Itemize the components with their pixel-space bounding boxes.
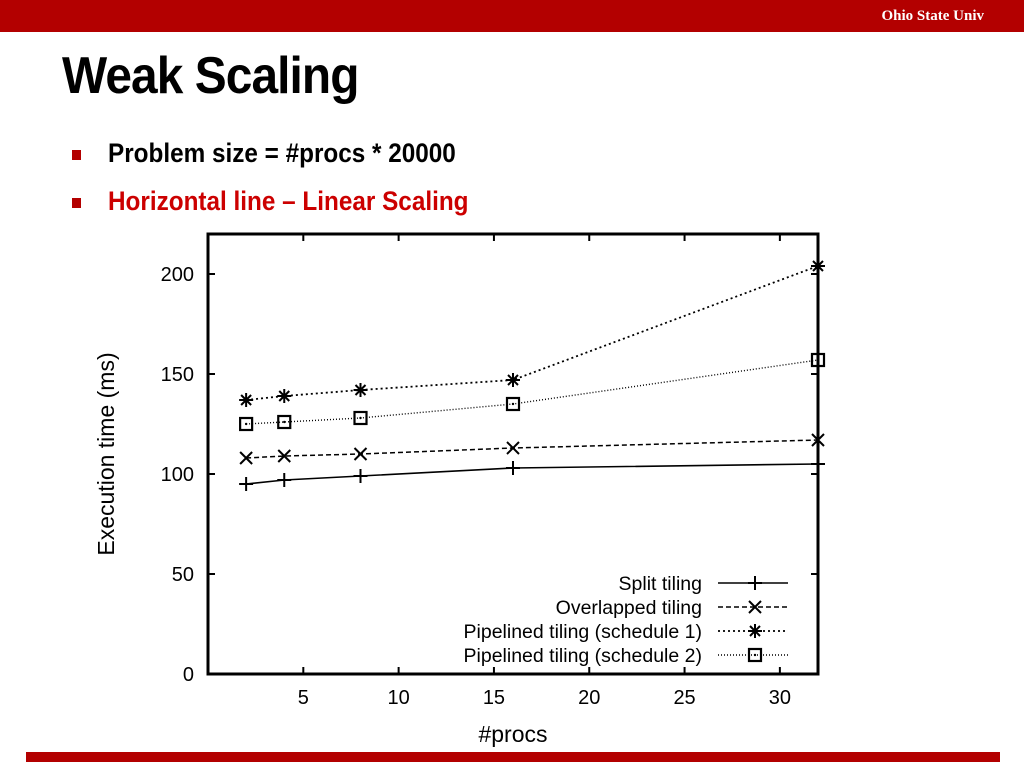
square-bullet-icon xyxy=(72,198,81,208)
square-marker xyxy=(239,416,254,432)
plus-marker xyxy=(277,473,292,487)
star-marker xyxy=(277,389,292,403)
x-tick-label: 5 xyxy=(298,687,309,709)
square-bullet-icon xyxy=(72,150,81,160)
series-line xyxy=(246,439,819,459)
square-marker xyxy=(810,352,826,368)
star-marker xyxy=(811,259,825,273)
plus-marker xyxy=(239,477,254,491)
square-marker-dot xyxy=(816,358,820,362)
legend-label: Pipelined tiling (schedule 1) xyxy=(464,621,702,643)
slide-title: Weak Scaling xyxy=(62,47,359,105)
square-marker xyxy=(747,647,763,663)
x-tick-label: 10 xyxy=(388,687,410,709)
legend-label: Pipelined tiling (schedule 2) xyxy=(464,645,702,667)
star-marker xyxy=(748,624,762,638)
x-tick-label: 30 xyxy=(769,687,791,709)
series-line xyxy=(246,463,819,485)
legend-label: Split tiling xyxy=(619,573,702,595)
y-tick-label: 150 xyxy=(161,364,194,386)
y-tick-label: 200 xyxy=(161,264,194,286)
star-marker xyxy=(506,373,520,387)
star-marker xyxy=(239,393,254,407)
y-tick-label: 0 xyxy=(183,664,194,686)
square-marker-dot xyxy=(511,402,515,406)
plot-frame xyxy=(206,232,820,676)
square-marker xyxy=(277,414,292,430)
x-marker xyxy=(277,449,291,463)
x-tick-label: 20 xyxy=(578,687,600,709)
chart: 5 10 15 20 25 30 0 50 100 150 200 #procs Execution t… xyxy=(90,226,830,750)
footer-band xyxy=(26,752,1000,762)
x-marker xyxy=(748,600,762,614)
x-marker xyxy=(239,451,253,465)
plus-marker xyxy=(748,576,762,590)
legend-label: Overlapped tiling xyxy=(556,597,702,619)
square-marker xyxy=(353,410,368,426)
x-tick-label: 25 xyxy=(673,687,695,709)
plus-marker xyxy=(506,461,520,475)
header-band: Ohio State Univ xyxy=(0,0,1024,32)
y-tick-label: 100 xyxy=(161,464,194,486)
x-marker xyxy=(353,447,368,461)
star-marker xyxy=(353,383,368,397)
plus-marker xyxy=(811,457,825,471)
bullet-text: Problem size = #procs * 20000 xyxy=(108,138,456,168)
bullet-text: Horizontal line – Linear Scaling xyxy=(108,186,469,216)
x-tick-label: 15 xyxy=(483,687,505,709)
series-line xyxy=(246,265,819,401)
y-tick-label: 50 xyxy=(172,564,194,586)
org-label: Ohio State Univ xyxy=(881,8,984,24)
plus-marker xyxy=(353,469,368,483)
x-axis-label: #procs xyxy=(478,721,547,747)
y-axis-label: Execution time (ms) xyxy=(93,352,119,555)
square-marker-dot xyxy=(753,653,757,657)
line-chart: 5 10 15 20 25 30 0 50 100 150 200 #procs Execution t… xyxy=(93,232,826,747)
square-marker-dot xyxy=(283,420,286,424)
square-marker-dot xyxy=(244,422,248,426)
x-marker xyxy=(506,441,520,455)
square-marker xyxy=(505,396,521,412)
square-marker-dot xyxy=(359,416,362,420)
x-marker xyxy=(811,433,825,447)
